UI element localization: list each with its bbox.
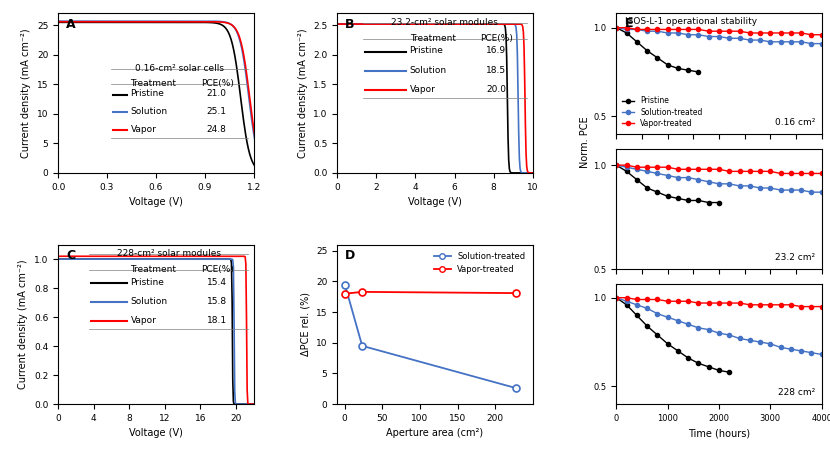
Text: ISOS-L-1 operational stability: ISOS-L-1 operational stability	[624, 17, 757, 26]
Text: PCE(%): PCE(%)	[201, 79, 234, 88]
Text: PCE(%): PCE(%)	[201, 265, 234, 274]
Text: C: C	[66, 250, 75, 263]
Text: 24.8: 24.8	[207, 124, 227, 133]
Legend: Solution-treated, Vapor-treated: Solution-treated, Vapor-treated	[431, 249, 529, 277]
Text: Vapor: Vapor	[409, 85, 436, 94]
Text: 18.1: 18.1	[207, 316, 227, 325]
Text: Vapor: Vapor	[130, 124, 156, 133]
Text: 0.16 cm²: 0.16 cm²	[775, 118, 816, 127]
Y-axis label: Current density (mA cm⁻²): Current density (mA cm⁻²)	[298, 28, 308, 158]
Text: Solution: Solution	[130, 297, 168, 306]
Y-axis label: Current density (mA cm⁻²): Current density (mA cm⁻²)	[22, 28, 32, 158]
Y-axis label: Current density (mA cm⁻²): Current density (mA cm⁻²)	[18, 260, 28, 389]
Text: Pristine: Pristine	[409, 46, 443, 55]
Text: Treatment: Treatment	[409, 34, 456, 43]
X-axis label: Voltage (V): Voltage (V)	[129, 197, 183, 207]
Text: D: D	[345, 250, 355, 263]
Text: Vapor: Vapor	[130, 316, 156, 325]
Text: 16.9: 16.9	[486, 46, 506, 55]
Legend: Pristine, Solution-treated, Vapor-treated: Pristine, Solution-treated, Vapor-treate…	[620, 94, 705, 130]
Text: Solution: Solution	[130, 107, 168, 116]
Text: Pristine: Pristine	[130, 89, 164, 98]
Text: PCE(%): PCE(%)	[480, 34, 513, 43]
Text: Solution: Solution	[409, 66, 447, 75]
Text: A: A	[66, 18, 76, 31]
Text: B: B	[345, 18, 354, 31]
Y-axis label: ΔPCE rel. (%): ΔPCE rel. (%)	[300, 292, 310, 357]
Text: Treatment: Treatment	[130, 265, 177, 274]
Text: 0.16-cm² solar cells: 0.16-cm² solar cells	[134, 65, 224, 74]
Text: 21.0: 21.0	[207, 89, 227, 98]
X-axis label: Voltage (V): Voltage (V)	[408, 197, 462, 207]
Text: 23.2 cm²: 23.2 cm²	[775, 253, 816, 262]
Text: 228-cm² solar modules: 228-cm² solar modules	[116, 250, 221, 259]
Text: 228 cm²: 228 cm²	[779, 388, 816, 397]
Text: Treatment: Treatment	[130, 79, 177, 88]
Text: E: E	[624, 17, 633, 30]
Text: 15.4: 15.4	[207, 277, 227, 286]
Text: 15.8: 15.8	[207, 297, 227, 306]
Text: 23.2-cm² solar modules: 23.2-cm² solar modules	[392, 18, 498, 27]
Text: 20.0: 20.0	[486, 85, 505, 94]
Text: Pristine: Pristine	[130, 277, 164, 286]
Y-axis label: Norm. PCE: Norm. PCE	[579, 117, 589, 168]
Text: 18.5: 18.5	[486, 66, 506, 75]
X-axis label: Voltage (V): Voltage (V)	[129, 428, 183, 438]
Text: 25.1: 25.1	[207, 107, 227, 116]
X-axis label: Time (hours): Time (hours)	[688, 428, 750, 438]
X-axis label: Aperture area (cm²): Aperture area (cm²)	[387, 428, 484, 438]
